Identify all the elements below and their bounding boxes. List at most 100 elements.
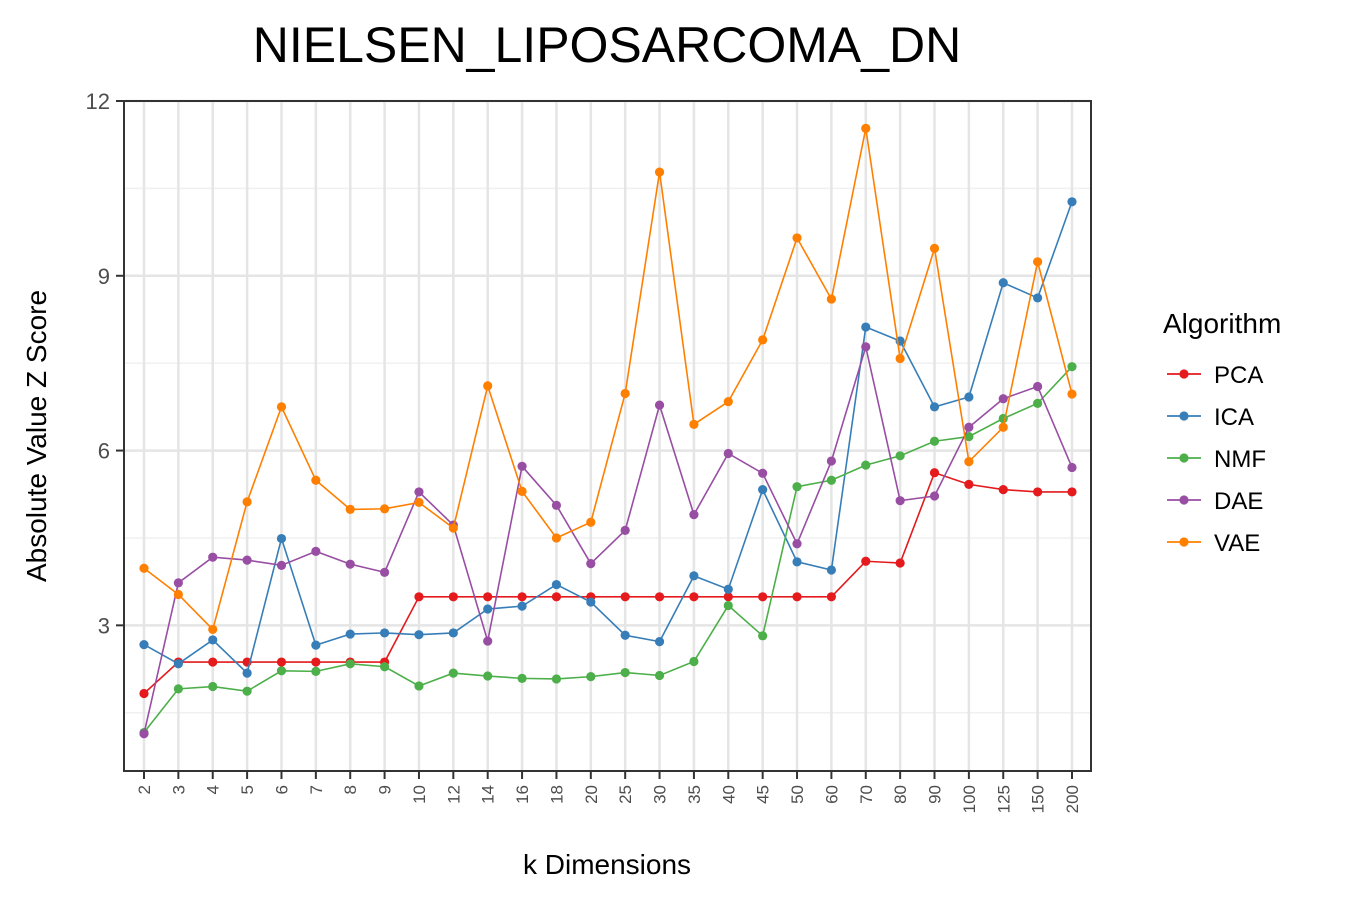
data-point-vae xyxy=(173,589,183,600)
x-tick-label: 90 xyxy=(926,785,945,804)
series-dae xyxy=(139,342,1077,739)
data-point-vae xyxy=(964,457,974,467)
x-tick-label: 20 xyxy=(582,785,601,804)
data-point-vae xyxy=(689,419,699,429)
data-point-pca xyxy=(723,592,733,602)
data-point-vae xyxy=(998,422,1008,432)
data-point-ica xyxy=(1067,197,1077,207)
data-point-vae xyxy=(654,167,665,177)
data-point-ica xyxy=(379,628,390,638)
data-point-vae xyxy=(1067,389,1077,399)
series-line-ica xyxy=(143,201,1073,675)
data-point-vae xyxy=(551,533,562,543)
legend-item-nmf: NMF xyxy=(1167,446,1266,473)
data-point-dae xyxy=(517,461,527,471)
data-point-dae xyxy=(1067,462,1077,473)
data-point-ica xyxy=(448,628,458,638)
series-vae xyxy=(139,123,1077,635)
data-point-vae xyxy=(861,123,871,133)
data-point-pca xyxy=(1067,487,1077,497)
data-point-ica xyxy=(173,659,183,669)
data-point-nmf xyxy=(483,671,493,681)
legend-item-dae: DAE xyxy=(1167,488,1263,515)
data-point-vae xyxy=(311,475,321,485)
data-point-ica xyxy=(139,639,149,650)
data-point-ica xyxy=(311,640,321,650)
data-point-nmf xyxy=(379,662,390,672)
chart-title: NIELSEN_LIPOSARCOMA_DN xyxy=(253,17,962,73)
data-point-pca xyxy=(861,556,871,566)
legend-label: PCA xyxy=(1214,362,1263,389)
data-point-vae xyxy=(826,294,837,304)
data-point-dae xyxy=(689,510,699,520)
data-point-nmf xyxy=(242,686,252,696)
y-axis-title: Absolute Value Z Score xyxy=(21,290,52,582)
data-point-ica xyxy=(242,668,252,678)
legend-label: DAE xyxy=(1214,488,1263,515)
data-point-nmf xyxy=(689,656,699,667)
data-point-pca xyxy=(551,592,562,602)
data-point-vae xyxy=(1033,257,1043,267)
x-tick-label: 200 xyxy=(1063,785,1082,813)
legend-item-vae: VAE xyxy=(1167,530,1260,557)
data-point-nmf xyxy=(173,684,183,694)
grid xyxy=(124,99,1091,771)
data-point-nmf xyxy=(929,436,940,446)
series-ica xyxy=(139,197,1077,678)
data-point-vae xyxy=(792,233,802,243)
data-point-dae xyxy=(208,552,218,562)
data-point-dae xyxy=(826,456,837,466)
data-point-vae xyxy=(483,381,493,391)
data-point-ica xyxy=(1033,293,1043,303)
data-point-dae xyxy=(895,496,905,506)
legend-item-ica: ICA xyxy=(1167,404,1254,431)
data-point-nmf xyxy=(723,600,733,611)
legend-key-point xyxy=(1179,495,1189,505)
data-point-nmf xyxy=(414,681,424,691)
legend-label: VAE xyxy=(1214,530,1260,557)
data-point-dae xyxy=(586,558,596,569)
data-point-vae xyxy=(929,243,940,253)
data-point-vae xyxy=(517,486,527,496)
data-point-pca xyxy=(276,657,287,667)
data-point-dae xyxy=(964,422,974,432)
data-point-dae xyxy=(1033,381,1043,392)
data-point-dae xyxy=(311,546,321,556)
data-point-dae xyxy=(379,567,390,577)
x-tick-label: 7 xyxy=(307,785,326,794)
data-point-nmf xyxy=(345,659,355,669)
data-point-pca xyxy=(929,468,940,478)
x-tick-label: 150 xyxy=(1029,785,1048,813)
data-point-pca xyxy=(998,485,1008,495)
x-tick-label: 4 xyxy=(204,785,223,794)
x-tick-label: 45 xyxy=(754,785,773,804)
data-point-nmf xyxy=(208,681,218,692)
data-point-dae xyxy=(620,525,630,535)
data-point-pca xyxy=(139,688,149,699)
data-point-pca xyxy=(311,657,321,667)
legend: Algorithm PCA ICA NMF DAE VAE xyxy=(1163,308,1281,557)
x-tick-label: 12 xyxy=(444,785,463,804)
data-point-dae xyxy=(139,729,149,739)
data-point-pca xyxy=(517,592,527,602)
x-tick-label: 10 xyxy=(410,785,429,804)
legend-key-point xyxy=(1179,369,1189,379)
data-point-pca xyxy=(620,592,630,602)
data-point-pca xyxy=(964,479,974,489)
data-point-vae xyxy=(139,563,149,573)
data-point-vae xyxy=(586,517,596,527)
x-tick-label: 5 xyxy=(238,785,257,794)
data-point-nmf xyxy=(826,475,837,485)
x-tick-label: 70 xyxy=(857,785,876,804)
data-point-nmf xyxy=(654,670,665,681)
data-point-pca xyxy=(792,592,802,602)
data-point-ica xyxy=(620,630,630,640)
legend-key-point xyxy=(1179,411,1189,421)
x-tick-label: 18 xyxy=(547,785,566,804)
legend-title: Algorithm xyxy=(1163,308,1281,339)
data-point-nmf xyxy=(964,431,974,442)
data-point-ica xyxy=(929,402,940,412)
data-point-ica xyxy=(654,637,665,647)
x-tick-label: 100 xyxy=(960,785,979,813)
